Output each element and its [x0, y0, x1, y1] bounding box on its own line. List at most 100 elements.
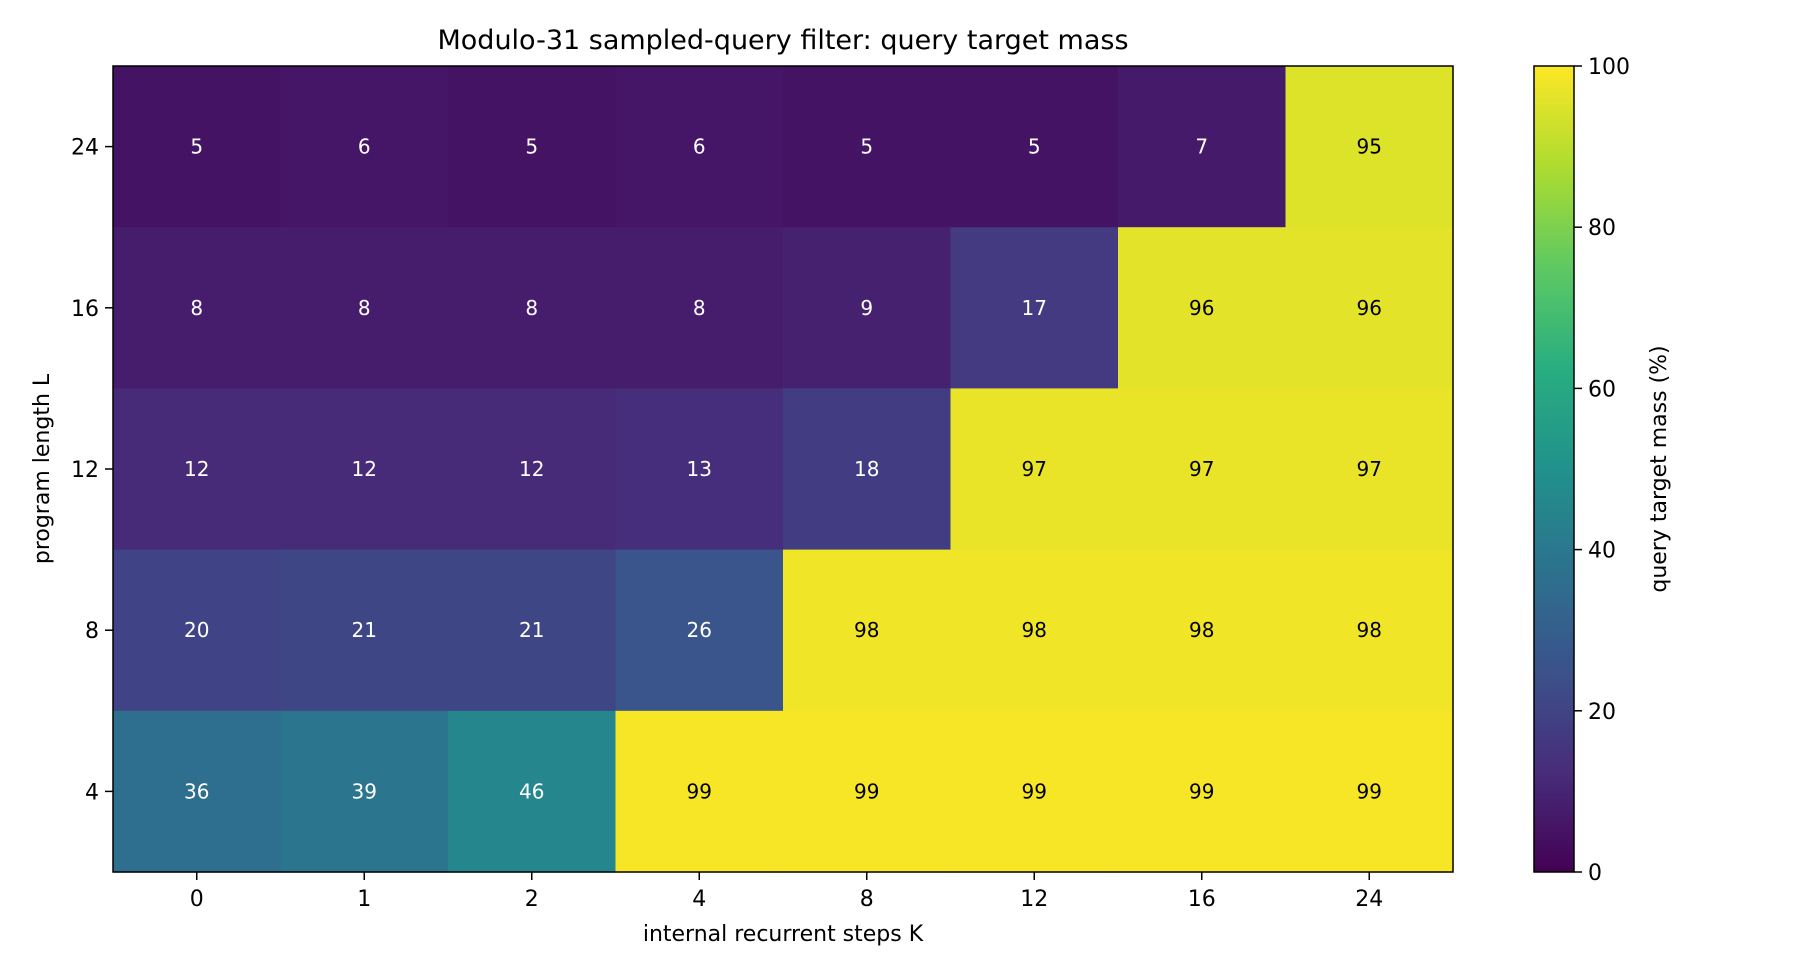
cell-value-label: 97 — [1022, 457, 1047, 481]
cell-value-label: 99 — [1189, 779, 1214, 803]
x-tick-label: 0 — [190, 887, 204, 912]
heatmap-cell — [783, 388, 952, 551]
y-tick-label: 12 — [71, 458, 99, 483]
heatmap-cell — [448, 710, 617, 873]
cell-value-label: 20 — [184, 618, 209, 642]
cell-value-label: 9 — [860, 296, 873, 320]
cell-value-label: 12 — [352, 457, 377, 481]
cell-value-label: 5 — [525, 135, 538, 159]
colorbar-ticks: 0 20 40 60 80 100 — [1574, 55, 1630, 886]
heatmap-cell — [280, 66, 449, 228]
y-axis-ticks: 24 16 12 8 4 — [71, 136, 113, 805]
heatmap-cell — [1118, 710, 1287, 873]
heatmap-cell — [615, 549, 784, 712]
heatmap-cell — [1118, 388, 1287, 551]
heatmap-cell — [783, 227, 952, 389]
heatmap-cell — [280, 227, 449, 389]
x-tick-label: 2 — [525, 887, 539, 912]
colorbar-tick-label: 0 — [1588, 861, 1602, 886]
cell-value-label: 96 — [1189, 296, 1214, 320]
cell-value-label: 6 — [693, 135, 706, 159]
heatmap-cells — [113, 66, 1454, 873]
cell-value-label: 12 — [184, 457, 209, 481]
colorbar-tick-label: 20 — [1588, 700, 1616, 725]
x-tick-label: 4 — [692, 887, 706, 912]
heatmap-cell — [280, 710, 449, 873]
cell-value-label: 99 — [1022, 779, 1047, 803]
heatmap-cell — [615, 388, 784, 551]
cell-value-label: 5 — [190, 135, 203, 159]
colorbar-tick-label: 100 — [1588, 55, 1630, 80]
y-axis-label: program length L — [30, 373, 55, 564]
cell-value-label: 5 — [1028, 135, 1041, 159]
colorbar-tick-label: 60 — [1588, 377, 1616, 402]
cell-value-label: 98 — [1022, 618, 1047, 642]
x-tick-label: 16 — [1188, 887, 1216, 912]
x-axis-label: internal recurrent steps K — [643, 922, 924, 947]
heatmap-cell — [615, 66, 784, 228]
heatmap-cell — [1285, 227, 1454, 389]
cell-value-label: 99 — [854, 779, 879, 803]
heatmap-cell — [280, 388, 449, 551]
cell-value-label: 6 — [358, 135, 371, 159]
cell-value-label: 21 — [519, 618, 544, 642]
heatmap-cell — [950, 66, 1119, 228]
heatmap-cell — [280, 549, 449, 712]
heatmap-cell — [1118, 549, 1287, 712]
heatmap-cell — [448, 549, 617, 712]
heatmap-cell — [113, 549, 282, 712]
colorbar — [1533, 65, 1575, 873]
heatmap-cell — [1118, 227, 1287, 389]
heatmap-cell — [1285, 549, 1454, 712]
cell-value-label: 12 — [519, 457, 544, 481]
y-tick-label: 16 — [71, 297, 99, 322]
heatmap-cell — [1118, 66, 1287, 228]
cell-value-label: 18 — [854, 457, 879, 481]
colorbar-tick-label: 80 — [1588, 216, 1616, 241]
cell-value-label: 7 — [1195, 135, 1208, 159]
heatmap-cell — [1285, 388, 1454, 551]
cell-value-label: 97 — [1189, 457, 1214, 481]
cell-value-label: 21 — [352, 618, 377, 642]
cell-value-label: 39 — [352, 779, 377, 803]
heatmap-cell — [615, 710, 784, 873]
colorbar-label: query target mass (%) — [1647, 345, 1672, 592]
heatmap-cell — [113, 710, 282, 873]
heatmap-cell — [113, 66, 282, 228]
heatmap-cell — [783, 66, 952, 228]
heatmap-cell — [950, 549, 1119, 712]
colorbar-tick-label: 40 — [1588, 539, 1616, 564]
cell-value-label: 8 — [693, 296, 706, 320]
cell-value-label: 96 — [1357, 296, 1382, 320]
x-tick-label: 1 — [357, 887, 371, 912]
x-tick-label: 12 — [1020, 887, 1048, 912]
x-tick-label: 8 — [860, 887, 874, 912]
x-axis-ticks: 0 1 2 4 8 12 16 24 — [190, 872, 1383, 912]
heatmap-cell — [113, 227, 282, 389]
cell-value-label: 13 — [687, 457, 712, 481]
heatmap-cell — [615, 227, 784, 389]
heatmap-cell — [448, 66, 617, 228]
heatmap-cell — [448, 388, 617, 551]
cell-value-label: 46 — [519, 779, 544, 803]
cell-value-label: 97 — [1357, 457, 1382, 481]
y-tick-label: 8 — [85, 619, 99, 644]
cell-value-label: 98 — [1189, 618, 1214, 642]
heatmap-cell — [113, 388, 282, 551]
cell-value-label: 8 — [358, 296, 371, 320]
y-tick-label: 4 — [85, 780, 99, 805]
heatmap-cell — [1285, 710, 1454, 873]
cell-value-label: 26 — [687, 618, 712, 642]
cell-value-label: 8 — [525, 296, 538, 320]
cell-value-label: 98 — [1357, 618, 1382, 642]
heatmap-cell — [950, 227, 1119, 389]
heatmap-cell — [448, 227, 617, 389]
heatmap-cell — [950, 388, 1119, 551]
heatmap-cell — [950, 710, 1119, 873]
cell-value-label: 17 — [1022, 296, 1047, 320]
cell-value-label: 98 — [854, 618, 879, 642]
heatmap-cell — [783, 710, 952, 873]
heatmap-cell-labels: 5 6 5 6 5 5 7 95 8 8 8 8 9 17 96 96 12 12 12 13 18 97 97 97 20 21… — [184, 135, 1382, 804]
heatmap-cell — [1285, 66, 1454, 228]
